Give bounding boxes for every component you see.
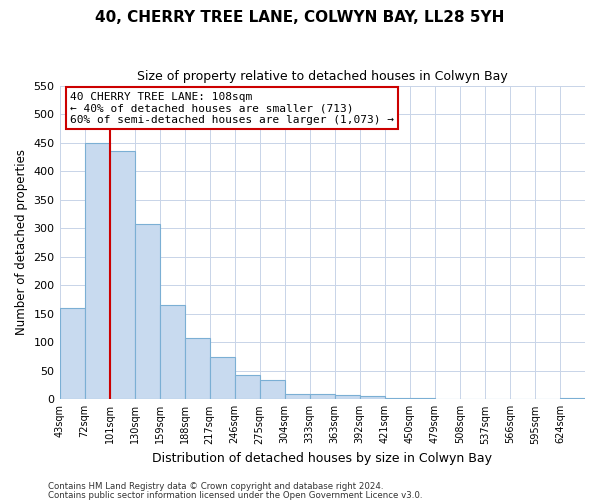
Text: 40 CHERRY TREE LANE: 108sqm
← 40% of detached houses are smaller (713)
60% of se: 40 CHERRY TREE LANE: 108sqm ← 40% of det… bbox=[70, 92, 394, 125]
Bar bbox=[59, 308, 85, 400]
Bar bbox=[385, 398, 410, 400]
Bar bbox=[110, 151, 134, 400]
Title: Size of property relative to detached houses in Colwyn Bay: Size of property relative to detached ho… bbox=[137, 70, 508, 83]
Bar bbox=[460, 398, 485, 400]
Bar bbox=[85, 142, 110, 400]
Bar bbox=[410, 398, 435, 400]
Bar bbox=[209, 357, 235, 400]
Bar bbox=[235, 375, 260, 400]
Text: Contains public sector information licensed under the Open Government Licence v3: Contains public sector information licen… bbox=[48, 490, 422, 500]
Text: Contains HM Land Registry data © Crown copyright and database right 2024.: Contains HM Land Registry data © Crown c… bbox=[48, 482, 383, 491]
Bar bbox=[435, 398, 460, 400]
Bar bbox=[160, 305, 185, 400]
X-axis label: Distribution of detached houses by size in Colwyn Bay: Distribution of detached houses by size … bbox=[152, 452, 492, 465]
Bar bbox=[285, 394, 310, 400]
Bar bbox=[310, 394, 335, 400]
Bar bbox=[134, 224, 160, 400]
Bar bbox=[185, 338, 209, 400]
Text: 40, CHERRY TREE LANE, COLWYN BAY, LL28 5YH: 40, CHERRY TREE LANE, COLWYN BAY, LL28 5… bbox=[95, 10, 505, 25]
Bar bbox=[335, 396, 360, 400]
Y-axis label: Number of detached properties: Number of detached properties bbox=[15, 150, 28, 336]
Bar bbox=[360, 396, 385, 400]
Bar bbox=[560, 398, 585, 400]
Bar bbox=[260, 380, 285, 400]
